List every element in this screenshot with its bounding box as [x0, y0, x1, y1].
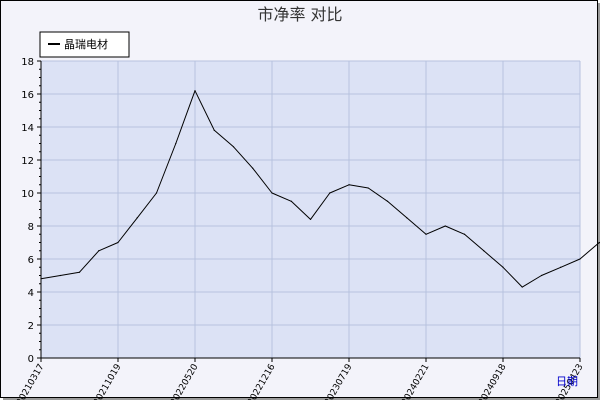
x-tick-label: 20220520	[169, 362, 201, 400]
data-point	[213, 129, 215, 131]
x-axis-ticks: 20210317 20211019 20220520 20221216 20230719…	[15, 358, 586, 400]
y-tick-label: 8	[28, 222, 34, 233]
x-tick-label: 20230719	[323, 362, 355, 400]
series-line-jingrui	[40, 90, 600, 288]
data-point	[98, 250, 100, 252]
legend-label: 晶瑞电材	[64, 37, 108, 51]
y-tick-label: 4	[28, 288, 34, 299]
data-point	[136, 217, 138, 219]
data-point	[579, 258, 581, 260]
data-point	[232, 146, 235, 148]
x-tick-label: 20210317	[15, 363, 47, 400]
x-tick-label: 20221216	[246, 362, 278, 400]
data-point	[425, 233, 427, 235]
data-point	[271, 192, 273, 194]
y-tick-label: 2	[28, 321, 34, 332]
data-point	[290, 200, 292, 202]
data-point	[78, 271, 81, 273]
data-point	[444, 225, 446, 227]
data-point	[483, 250, 485, 252]
plot-area	[41, 61, 580, 358]
data-point	[117, 241, 119, 244]
data-point	[348, 184, 350, 186]
x-tick-label: 20211019	[92, 362, 124, 400]
chart-title: 市净率 对比	[257, 5, 342, 24]
y-tick-label: 12	[21, 156, 34, 167]
y-tick-label: 18	[21, 57, 34, 68]
data-point	[175, 142, 177, 145]
data-point	[252, 167, 254, 169]
x-axis-label: 日期	[556, 375, 578, 388]
data-point	[540, 274, 543, 277]
x-tick-label: 20240918	[477, 362, 509, 400]
y-tick-label: 14	[21, 123, 34, 134]
data-point	[329, 192, 331, 194]
y-tick-label: 16	[21, 90, 34, 101]
y-tick-label: 6	[28, 255, 34, 266]
data-point	[59, 274, 61, 277]
data-point	[155, 192, 158, 194]
x-tick-label: 20240221	[400, 363, 432, 400]
data-point	[560, 266, 562, 268]
data-point	[502, 266, 504, 268]
legend: 晶瑞电材	[39, 31, 130, 58]
data-point	[463, 233, 466, 235]
y-tick-label: 0	[28, 354, 34, 365]
y-axis-ticks: 0 2 4 6 8 10 12 14 16 18	[21, 57, 41, 365]
data-point	[194, 90, 196, 92]
data-point	[386, 200, 389, 202]
y-tick-label: 10	[21, 189, 34, 200]
data-point	[367, 187, 369, 189]
data-point	[406, 217, 408, 219]
data-point	[309, 218, 312, 220]
data-point	[521, 286, 523, 288]
